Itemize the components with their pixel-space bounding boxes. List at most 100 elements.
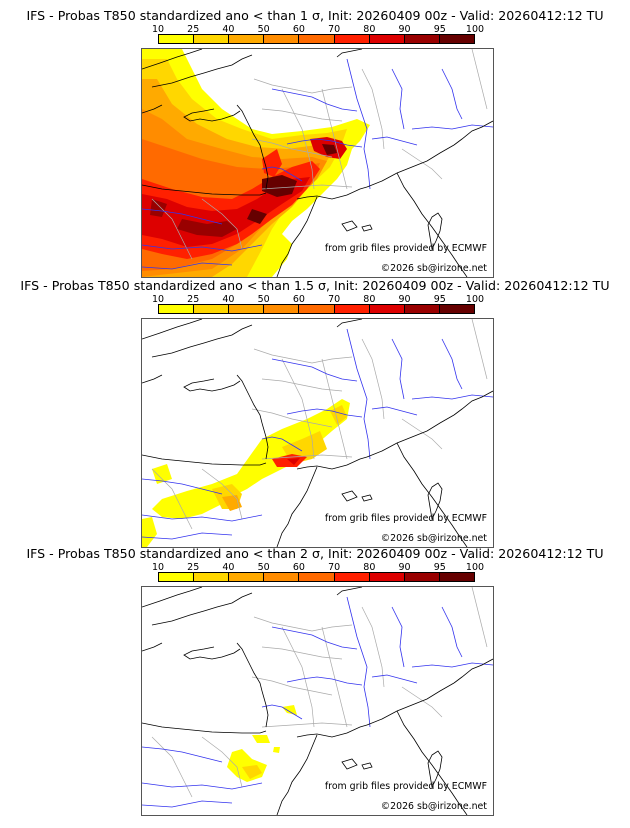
colorbar-tick-label: 95 bbox=[433, 294, 446, 305]
colorbar bbox=[158, 304, 475, 314]
colorbar-tick-label: 90 bbox=[398, 24, 411, 35]
colorbar-tick-label: 10 bbox=[151, 294, 165, 305]
border-line bbox=[151, 198, 193, 260]
river-line bbox=[286, 138, 363, 148]
coastline bbox=[336, 587, 363, 596]
border-line bbox=[401, 686, 443, 718]
coastline bbox=[336, 319, 363, 328]
colorbar-tick-label: 10 bbox=[151, 24, 165, 35]
border-line bbox=[261, 378, 343, 392]
border-line bbox=[253, 348, 353, 364]
river-line bbox=[371, 674, 418, 684]
probability-contour bbox=[273, 747, 280, 753]
river-line bbox=[286, 676, 363, 686]
river-line bbox=[286, 408, 363, 418]
river-line bbox=[346, 58, 371, 190]
coastline bbox=[261, 690, 269, 728]
colorbar-tick-label: 25 bbox=[187, 294, 200, 305]
panel-1: IFS - Probas T850 standardized ano < tha… bbox=[0, 8, 630, 278]
border-line bbox=[251, 676, 333, 696]
coastline bbox=[427, 750, 443, 789]
colorbar-segment bbox=[439, 573, 474, 581]
coastline bbox=[366, 682, 455, 726]
coastline bbox=[142, 184, 267, 196]
source-credit: from grib files provided by ECMWF bbox=[324, 781, 487, 792]
colorbar-tick-label: 90 bbox=[398, 562, 411, 573]
coastline bbox=[142, 319, 203, 340]
colorbar-ticks: 10 25 40 50 60 70 80 90 95 100 bbox=[152, 562, 484, 573]
border-line bbox=[471, 587, 488, 648]
colorbar-tick-label: 50 bbox=[257, 294, 270, 305]
coastline bbox=[276, 196, 318, 277]
river-line bbox=[346, 328, 371, 460]
river-line bbox=[261, 704, 303, 720]
coastline bbox=[296, 456, 368, 470]
border-line bbox=[361, 338, 385, 420]
colorbar-tick-label: 100 bbox=[465, 24, 485, 35]
border-line bbox=[401, 148, 443, 180]
river-line bbox=[411, 124, 493, 130]
colorbar-tick-label: 70 bbox=[328, 24, 341, 35]
border-line bbox=[361, 68, 385, 150]
probability-contour bbox=[152, 399, 350, 519]
coastline bbox=[453, 658, 493, 684]
coastline bbox=[396, 710, 468, 815]
colorbar-segment bbox=[229, 35, 265, 43]
coastline bbox=[366, 144, 455, 188]
colorbar-segment bbox=[194, 35, 230, 43]
colorbar-ticks: 10 25 40 50 60 70 80 90 95 100 bbox=[152, 294, 484, 305]
colorbar-tick-label: 80 bbox=[363, 24, 376, 35]
river-line bbox=[261, 166, 303, 182]
colorbar-segment bbox=[159, 35, 195, 43]
coastline bbox=[183, 646, 241, 660]
probability-contour bbox=[287, 458, 300, 465]
coastline bbox=[427, 482, 443, 521]
coastline bbox=[276, 734, 318, 815]
border-line bbox=[261, 108, 343, 122]
coastline bbox=[151, 54, 253, 88]
colorbar-tick-label: 60 bbox=[292, 562, 305, 573]
probability-contour bbox=[282, 705, 297, 715]
colorbar-segment bbox=[229, 573, 265, 581]
probability-contour bbox=[262, 175, 297, 197]
panel-2: IFS - Probas T850 standardized ano < tha… bbox=[0, 278, 630, 548]
river-line bbox=[391, 606, 405, 668]
river-line bbox=[391, 68, 405, 130]
panel-title: IFS - Probas T850 standardized ano < tha… bbox=[26, 546, 604, 561]
border-line bbox=[201, 198, 243, 250]
coastline bbox=[341, 490, 358, 502]
colorbar-segment bbox=[439, 305, 474, 313]
probability-contour bbox=[252, 735, 270, 743]
river-line bbox=[441, 68, 463, 120]
map-canvas bbox=[142, 319, 493, 547]
coastline bbox=[453, 390, 493, 416]
border-line bbox=[281, 88, 315, 190]
coastline bbox=[236, 104, 263, 154]
coastline bbox=[296, 186, 368, 200]
probability-map: from grib files provided by ECMWF ©2026 … bbox=[141, 48, 494, 278]
probability-contour bbox=[242, 765, 262, 779]
river-line bbox=[142, 478, 223, 495]
copyright-credit: ©2026 sb@irizone.net bbox=[380, 801, 487, 812]
colorbar-tick-label: 25 bbox=[187, 24, 200, 35]
colorbar-tick-label: 80 bbox=[363, 562, 376, 573]
probability-contour bbox=[152, 464, 172, 484]
border-line bbox=[261, 184, 353, 190]
source-credit: from grib files provided by ECMWF bbox=[324, 243, 487, 254]
colorbar-segment bbox=[299, 35, 335, 43]
colorbar-segment bbox=[194, 573, 230, 581]
river-line bbox=[411, 394, 493, 400]
border-line bbox=[201, 736, 243, 788]
colorbar-segment bbox=[264, 35, 300, 43]
panel-3: IFS - Probas T850 standardized ano < tha… bbox=[0, 546, 630, 816]
coastline bbox=[341, 220, 358, 232]
river-line bbox=[261, 436, 303, 452]
colorbar-tick-label: 60 bbox=[292, 24, 305, 35]
colorbar-tick-label: 80 bbox=[363, 294, 376, 305]
probability-contour bbox=[247, 209, 267, 224]
colorbar-segment bbox=[264, 305, 300, 313]
colorbar-segment bbox=[159, 573, 195, 581]
coastline bbox=[361, 762, 373, 770]
colorbar-tick-label: 50 bbox=[257, 24, 270, 35]
colorbar-tick-label: 95 bbox=[433, 24, 446, 35]
